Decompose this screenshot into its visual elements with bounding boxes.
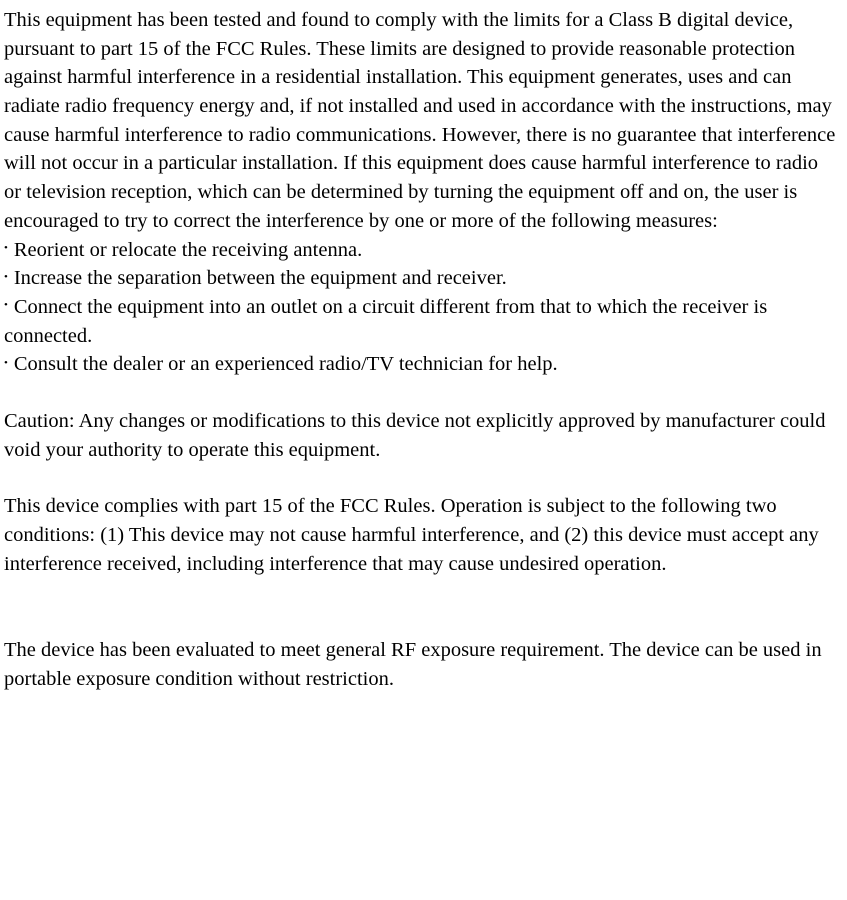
bullet-text: Increase the separation between the equi… [14,267,507,289]
bullet-item-3: •Connect the equipment into an outlet on… [4,293,839,350]
bullet-icon: • [4,270,8,285]
rf-exposure-paragraph: The device has been evaluated to meet ge… [4,636,839,693]
spacer [4,464,839,492]
bullet-text: Connect the equipment into an outlet on … [4,296,767,347]
bullet-item-1: • Reorient or relocate the receiving ante… [4,236,839,265]
bullet-item-2: • Increase the separation between the equ… [4,264,839,293]
spacer-large [4,578,839,636]
compliance-paragraph: This device complies with part 15 of the… [4,492,839,578]
caution-paragraph: Caution: Any changes or modifications to… [4,407,839,464]
document-body: This equipment has been tested and found… [4,6,839,694]
spacer [4,379,839,407]
bullet-item-4: • Consult the dealer or an experienced ra… [4,350,839,379]
bullet-icon: • [4,241,8,256]
bullet-text: Reorient or relocate the receiving anten… [14,239,362,261]
intro-paragraph: This equipment has been tested and found… [4,6,839,236]
bullet-icon: • [4,298,8,313]
bullet-text: Consult the dealer or an experienced rad… [14,353,558,375]
bullet-icon: • [4,356,8,371]
